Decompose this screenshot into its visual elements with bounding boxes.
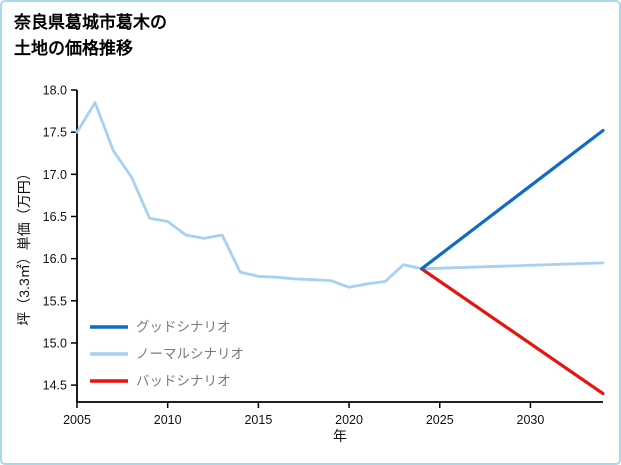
y-tick-label: 17.0 — [43, 168, 67, 182]
x-axis-label: 年 — [333, 428, 347, 444]
x-tick-label: 2030 — [517, 413, 545, 427]
x-tick-label: 2005 — [63, 413, 91, 427]
series-line-2 — [420, 267, 605, 396]
x-tick-label: 2025 — [426, 413, 454, 427]
series-line-0 — [420, 128, 605, 271]
chart-title-line1: 奈良県葛城市葛木の — [14, 13, 167, 32]
y-tick-label: 18.0 — [43, 84, 67, 98]
y-tick-label: 14.5 — [43, 379, 67, 393]
legend-label-0: グッドシナリオ — [136, 320, 231, 335]
x-tick-label: 2020 — [335, 413, 363, 427]
x-tick-label: 2015 — [244, 413, 272, 427]
series-line-1 — [75, 101, 605, 289]
y-tick-label: 17.5 — [43, 126, 67, 140]
x-tick-label: 2010 — [154, 413, 182, 427]
y-tick-label: 16.0 — [43, 252, 67, 266]
y-tick-label: 15.0 — [43, 336, 67, 350]
chart-title: 奈良県葛城市葛木の 土地の価格推移 — [14, 10, 167, 63]
legend-label-1: ノーマルシナリオ — [136, 347, 244, 362]
y-tick-label: 15.5 — [43, 294, 67, 308]
chart-title-line2: 土地の価格推移 — [14, 39, 133, 59]
y-tick-label: 16.5 — [43, 210, 67, 224]
legend-label-2: バッドシナリオ — [136, 374, 231, 389]
